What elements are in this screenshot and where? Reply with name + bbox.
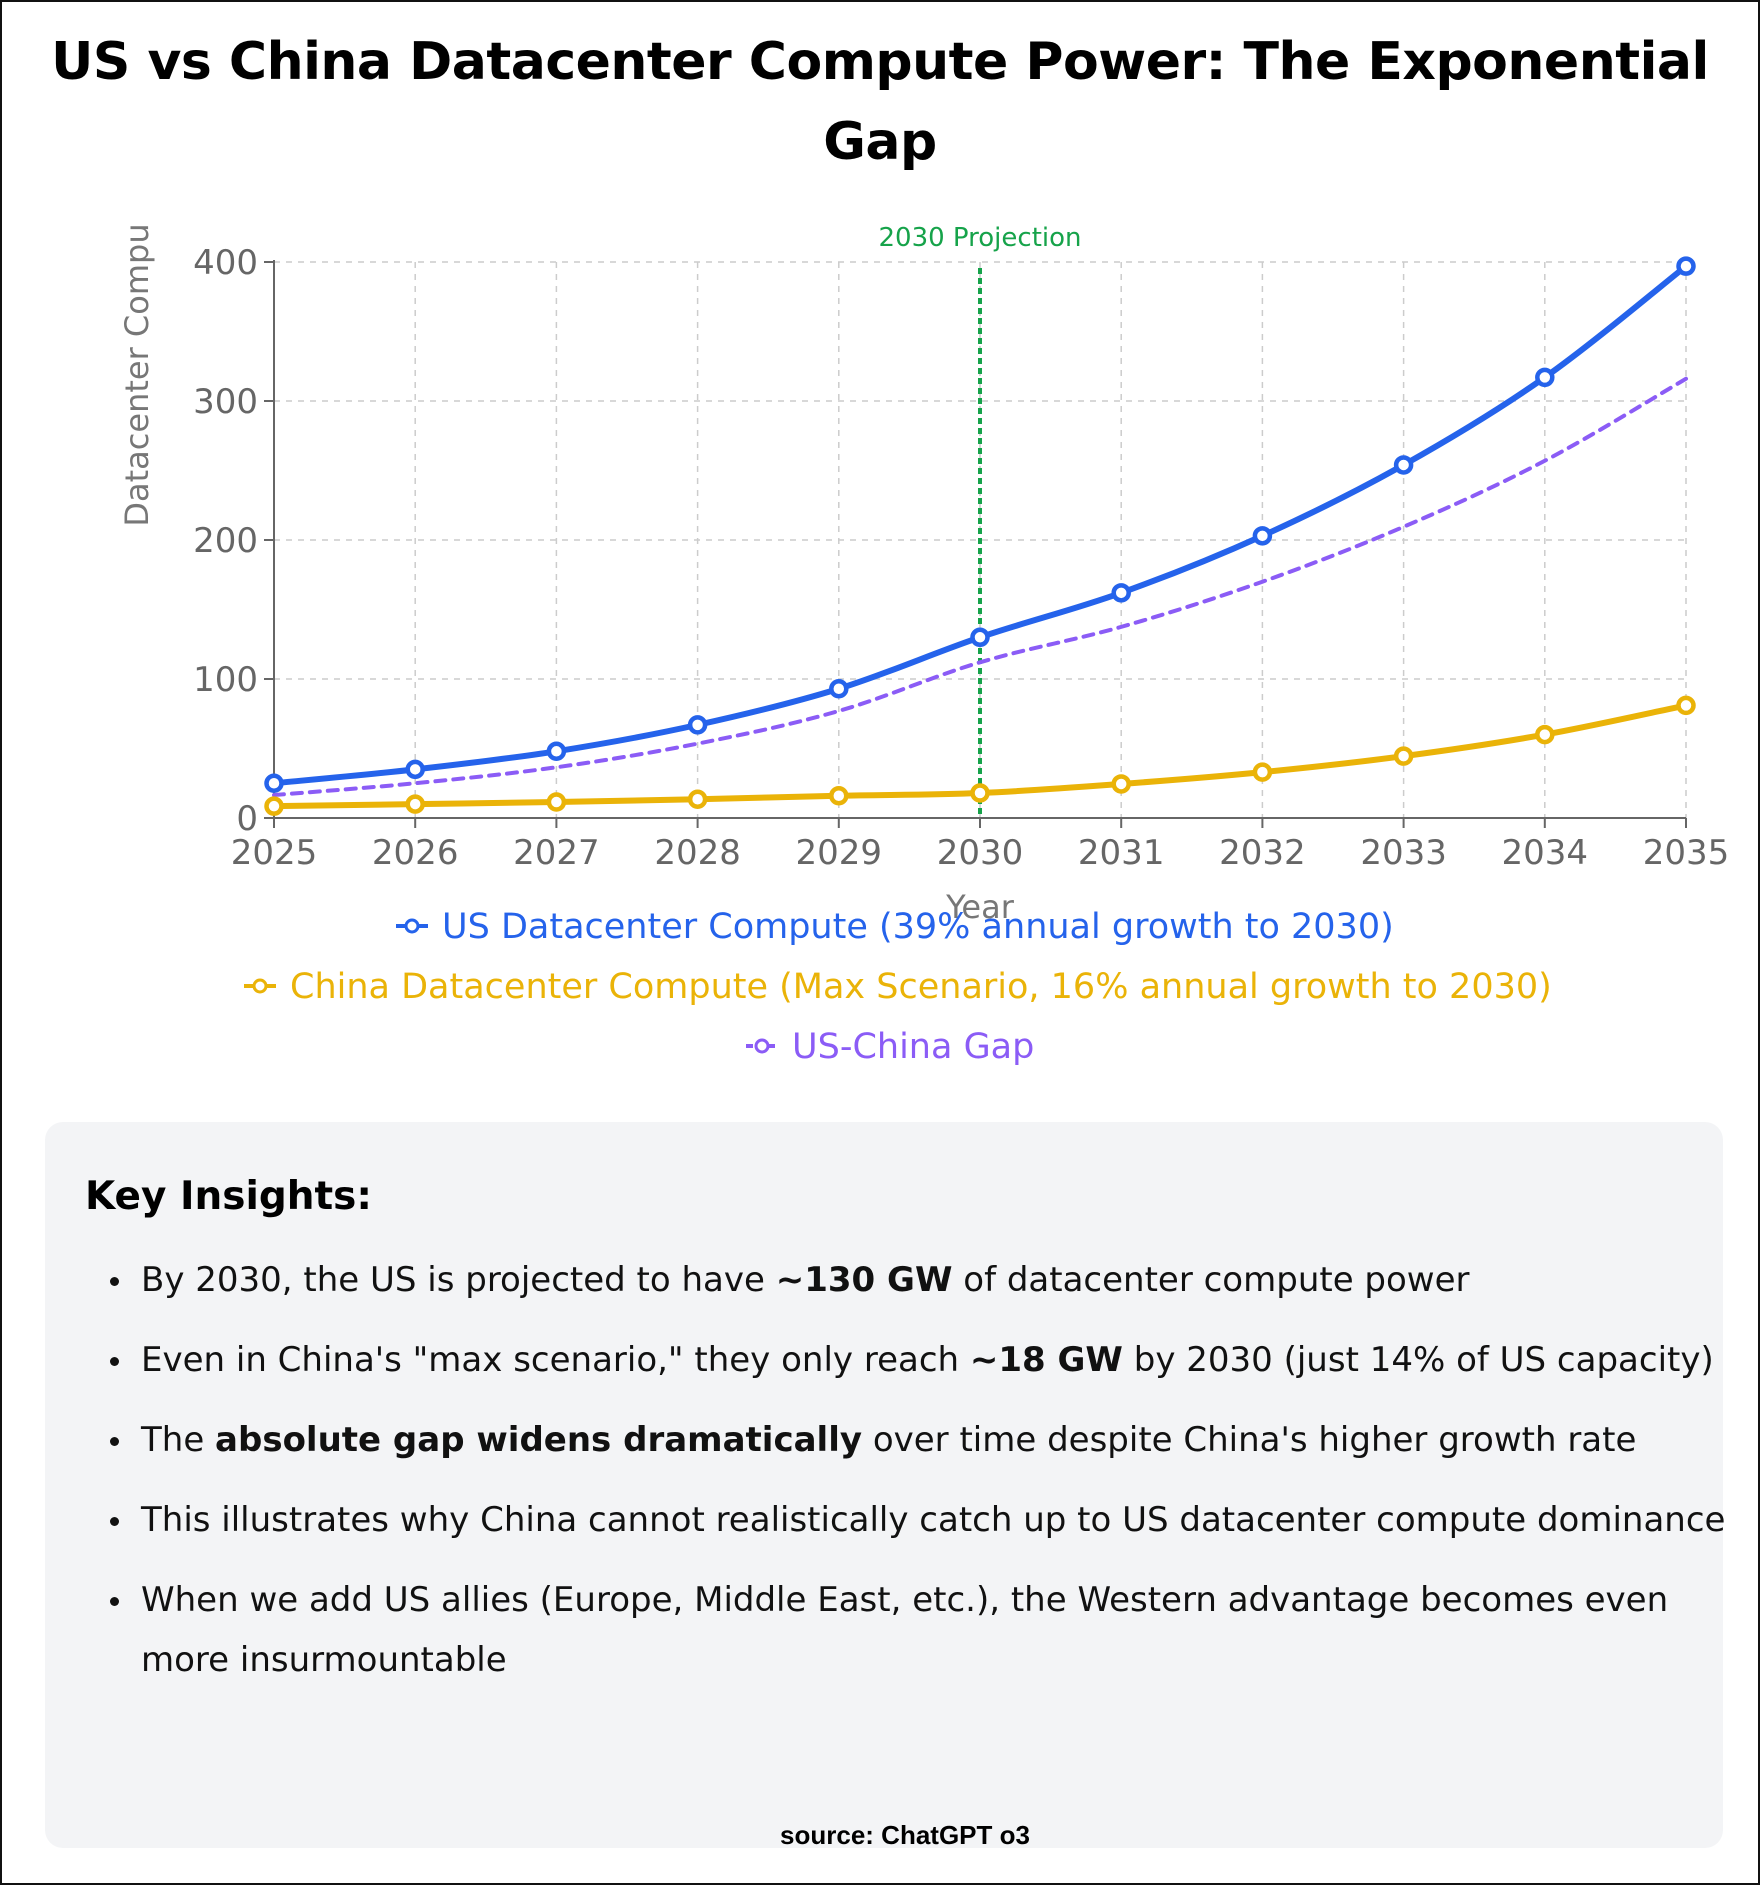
data-point-us	[264, 773, 284, 793]
data-point-china	[829, 786, 849, 806]
x-tick-label: 2033	[1360, 833, 1447, 873]
insight-text: By 2030, the US is projected to have	[141, 1260, 776, 1300]
insight-item: By 2030, the US is projected to have ~13…	[135, 1250, 1735, 1310]
insight-item: This illustrates why China cannot realis…	[135, 1490, 1735, 1550]
x-tick-label: 2025	[231, 833, 318, 873]
y-tick-label: 100	[193, 660, 258, 700]
legend: US Datacenter Compute (39% annual growth…	[244, 907, 1552, 1067]
data-point-china	[1252, 762, 1273, 782]
series-line-gap	[272, 376, 1688, 798]
chart-title: US vs China Datacenter Compute Power: Th…	[51, 32, 1709, 172]
insight-emphasis: absolute gap widens dramatically	[215, 1420, 863, 1460]
legend-label: US-China Gap	[792, 1027, 1034, 1067]
reference-line-group: 2030 Projection	[879, 223, 1082, 818]
axes: 0 100 200 300 400 2025 2026 2027 2028 2029 2030 203…	[118, 223, 1729, 926]
y-tick-label: 400	[193, 243, 258, 283]
y-tick-label: 200	[193, 521, 258, 561]
data-point-us	[546, 741, 567, 762]
insights-list: By 2030, the US is projected to have ~13…	[85, 1250, 1735, 1710]
data-point-us	[1676, 256, 1696, 276]
series-line-us	[271, 263, 1689, 787]
insight-text: of datacenter compute power	[952, 1260, 1470, 1300]
x-tick-label: 2034	[1502, 833, 1589, 873]
insights-heading: Key Insights:	[85, 1174, 372, 1219]
data-point-us	[970, 627, 990, 648]
x-tick-label: 2032	[1219, 833, 1306, 873]
data-point-us	[1111, 583, 1131, 603]
insight-text: over time despite China's higher growth …	[862, 1420, 1637, 1460]
legend-swatch-marker	[252, 978, 268, 994]
key-insights-panel: Key Insights: By 2030, the US is project…	[45, 1122, 1725, 1848]
data-point-china	[546, 792, 567, 812]
insight-text: The	[141, 1420, 216, 1460]
x-tick-label: 2035	[1643, 833, 1730, 873]
insight-text: by 2030 (just 14% of US capacity)	[1122, 1340, 1714, 1380]
legend-label: China Datacenter Compute (Max Scenario, …	[290, 967, 1552, 1007]
data-point-us	[829, 678, 849, 699]
insight-item: Even in China's "max scenario," they onl…	[135, 1330, 1735, 1390]
y-axis-title: Datacenter Compu	[118, 223, 156, 526]
y-tick-label: 300	[193, 382, 258, 422]
legend-swatch-marker	[754, 1038, 770, 1054]
series-group	[264, 256, 1696, 816]
data-point-china	[405, 794, 425, 814]
data-point-china	[1676, 695, 1696, 716]
data-point-china	[1535, 724, 1555, 745]
projection-label: 2030 Projection	[879, 223, 1082, 253]
insight-text: Even in China's "max scenario," they onl…	[141, 1340, 970, 1380]
y-tick-label: 0	[236, 799, 258, 839]
insight-item: When we add US allies (Europe, Middle Ea…	[135, 1570, 1735, 1690]
legend-swatch-marker	[404, 918, 420, 934]
x-axis-title: Year	[945, 888, 1015, 926]
data-point-china	[264, 796, 284, 816]
insight-emphasis: ~130 GW	[775, 1260, 953, 1300]
data-point-china	[1393, 746, 1414, 766]
x-tick-label: 2028	[654, 833, 741, 873]
source-note: source: ChatGPT o3	[780, 1820, 1030, 1850]
insight-item: The absolute gap widens dramatically ove…	[135, 1410, 1735, 1470]
x-tick-label: 2030	[937, 833, 1024, 873]
insight-emphasis: ~18 GW	[969, 1340, 1123, 1380]
data-point-us	[1252, 526, 1273, 546]
data-point-china	[687, 789, 708, 809]
data-point-us	[1393, 455, 1414, 475]
data-point-china	[970, 783, 990, 803]
legend-label: US Datacenter Compute (39% annual growth…	[442, 907, 1394, 947]
x-tick-label: 2029	[796, 833, 883, 873]
data-point-us	[1535, 367, 1555, 388]
line-chart: 0 100 200 300 400 2025 2026 2027 2028 2029 2030 203…	[118, 223, 1729, 1067]
data-point-us	[405, 759, 425, 780]
x-tick-label: 2031	[1078, 833, 1165, 873]
x-tick-label: 2026	[372, 833, 459, 873]
x-tick-label: 2027	[513, 833, 600, 873]
data-point-china	[1111, 774, 1131, 794]
insight-text: This illustrates why China cannot realis…	[141, 1500, 1726, 1540]
data-point-us	[687, 715, 708, 735]
insight-text: When we add US allies (Europe, Middle Ea…	[141, 1580, 1669, 1680]
